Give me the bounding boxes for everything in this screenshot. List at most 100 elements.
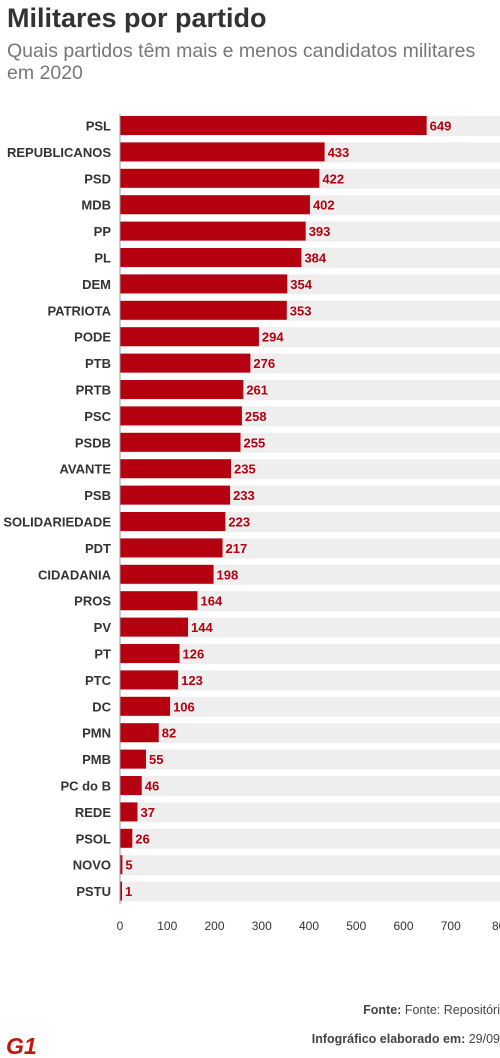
value-label: 422 [322,171,344,186]
category-label: PODE [74,330,111,345]
row-band [120,723,500,744]
value-label: 26 [135,831,149,846]
value-label: 393 [309,224,331,239]
row-band [120,881,500,902]
bar-dem [120,274,288,294]
bar-pv [120,617,189,637]
value-label: 384 [304,251,326,266]
x-tick-label: 0 [117,919,124,933]
value-label: 106 [173,699,195,714]
bar-avante [120,459,232,479]
bar-psl [120,116,427,135]
row-band [120,828,500,849]
source-value: Fonte: Repositóri [404,1003,500,1017]
category-label: SOLIDARIEDADE [3,515,111,530]
bar-ptc [120,670,179,690]
x-tick-label: 700 [441,919,461,933]
category-label: NOVO [73,858,111,873]
row-band [120,670,500,691]
value-label: 82 [162,726,176,741]
x-tick-label: 400 [299,919,319,933]
credit-note: Infográfico elaborado em: 29/09 [312,1032,500,1046]
credit-value: 29/09 [468,1032,500,1046]
bars [120,116,427,901]
bar-pl [120,248,302,267]
x-tick-label: 80 [492,919,500,933]
bar-prtb [120,380,244,399]
value-label: 402 [313,198,335,213]
value-label: 353 [290,303,312,318]
category-label: REPUBLICANOS [7,145,111,160]
value-label: 198 [217,567,239,582]
bar-pode [120,327,259,347]
bar-pros [120,591,198,611]
bar-chart: PSL REPUBLICANOS PSD MDB PP PL DEM PATRIOTA PODE… [3,114,500,933]
row-band [120,749,500,770]
chart-subtitle: Quais partidos têm mais e menos candidat… [7,40,476,84]
bar-psd [120,168,320,188]
category-label: AVANTE [59,462,111,477]
category-label: PC do B [60,779,111,794]
category-label: DC [92,699,111,714]
category-label: PL [94,251,111,266]
bar-pp [120,221,306,241]
bar-pmb [120,749,146,769]
x-tick-label: 100 [157,919,177,933]
category-label: PMN [82,726,111,741]
credit-label: Infográfico elaborado em: [311,1032,466,1046]
value-label: 258 [245,409,267,424]
x-tick-labels: 0 100 200 300 400 500 600 700 80 [117,919,500,933]
bar-ptb [120,353,251,373]
value-label: 235 [234,462,256,477]
source-note: Fonte: Fonte: Repositóri [363,1003,500,1017]
category-label: PTC [85,673,112,688]
value-label: 217 [226,541,248,556]
category-label: PT [94,647,111,662]
x-tick-label: 200 [204,919,224,933]
row-band [120,617,500,638]
category-label: PATRIOTA [47,303,111,318]
bar-psc [120,406,242,426]
chart-title: Militares por partido [7,3,267,33]
value-label: 1 [125,884,132,899]
category-label: MDB [81,198,111,213]
value-labels: 6494334224023933843543532942762612582552… [125,119,451,900]
value-label: 276 [253,356,275,371]
value-label: 5 [125,858,132,873]
bar-psdb [120,432,241,452]
bar-psb [120,485,231,505]
row-band [120,696,500,717]
value-label: 255 [243,435,265,450]
category-label: PV [94,620,112,635]
category-label: PP [94,224,112,239]
bar-mdb [120,195,310,215]
category-label: DEM [82,277,111,292]
bar-cidadania [120,564,214,584]
category-label: PSL [86,119,111,134]
category-label: PSB [84,488,111,503]
category-label: PDT [85,541,111,556]
x-tick-label: 300 [252,919,272,933]
x-tick-label: 600 [393,919,413,933]
bar-patriota [120,300,287,320]
value-label: 123 [181,673,203,688]
bar-republicanos [120,142,325,162]
value-label: 294 [262,330,284,345]
g1-logo: G1 [6,1034,37,1058]
value-label: 233 [233,488,255,503]
bar-pmn [120,723,159,743]
value-label: 126 [183,647,205,662]
category-label: PROS [74,594,111,609]
value-label: 46 [145,779,159,794]
category-label: PSC [84,409,111,424]
row-band [120,564,500,585]
category-label: CIDADANIA [38,567,112,582]
category-label: PTB [85,356,111,371]
bar-solidariedade [120,512,226,531]
row-band [120,591,500,612]
bar-dc [120,696,171,716]
source-label: Fonte: [363,1003,402,1017]
row-band [120,802,500,823]
bar-pdt [120,538,223,558]
bar-pstu [120,881,122,901]
